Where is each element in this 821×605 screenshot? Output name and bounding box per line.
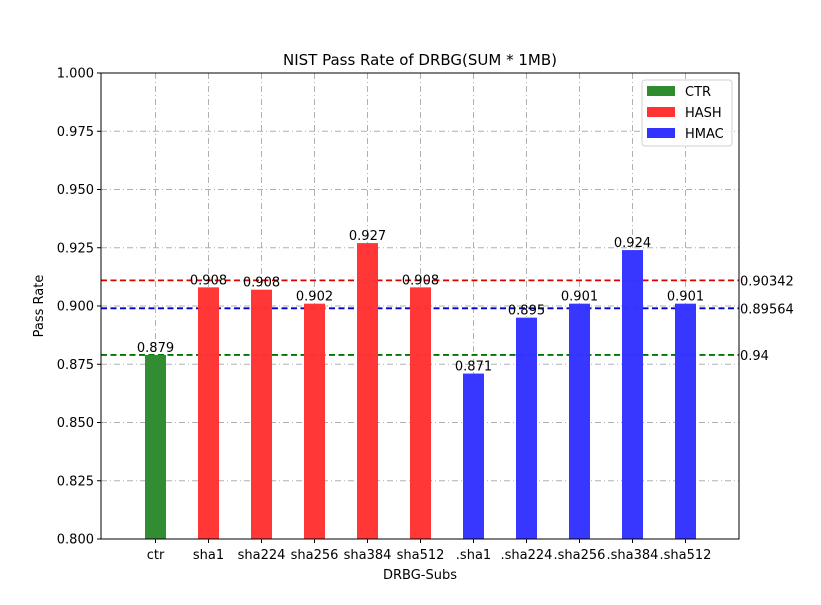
x-tick-label: sha1 xyxy=(193,548,224,563)
data-label: 0.901 xyxy=(667,290,704,305)
data-label: 0.871 xyxy=(455,360,492,375)
legend-swatch-hmac xyxy=(647,128,675,138)
x-axis-label: DRBG-Subs xyxy=(383,568,457,583)
bar-hmac xyxy=(516,317,537,539)
y-tick-label: 0.800 xyxy=(57,533,94,548)
y-tick-label: 0.850 xyxy=(57,416,94,431)
y-tick-label: 0.875 xyxy=(57,358,94,373)
legend-label-hmac: HMAC xyxy=(685,127,724,142)
data-label: 0.902 xyxy=(296,290,333,305)
legend-label-hash: HASH xyxy=(685,106,722,121)
y-tick-label: 0.900 xyxy=(57,300,94,315)
x-tick-label: sha512 xyxy=(397,548,445,563)
y-tick-label: 0.950 xyxy=(57,183,94,198)
data-label: 0.908 xyxy=(190,273,227,288)
x-tick-label: .sha256 xyxy=(554,548,606,563)
bar-hmac xyxy=(463,373,484,539)
x-tick-label: sha256 xyxy=(291,548,339,563)
bar-hash xyxy=(410,287,431,539)
data-label: 0.927 xyxy=(349,229,386,244)
bar-hmac xyxy=(675,303,696,539)
y-axis-label: Pass Rate xyxy=(32,275,47,338)
y-ticks: 0.800 0.825 0.850 0.875 0.900 0.925 0.950 0.975… xyxy=(57,67,101,548)
x-tick-label: sha384 xyxy=(344,548,392,563)
legend: CTR HASH HMAC xyxy=(641,79,733,147)
data-labels: 0.879 0.908 0.908 0.902 0.927 0.908 0.871 0.895… xyxy=(137,229,704,374)
legend-swatch-hash xyxy=(647,107,675,117)
data-label: 0.895 xyxy=(508,304,545,319)
bar-ctr xyxy=(145,354,166,539)
y-tick-label: 0.975 xyxy=(57,125,94,140)
data-label: 0.908 xyxy=(243,276,280,291)
y-tick-label: 1.000 xyxy=(57,67,94,82)
bar-hmac xyxy=(622,250,643,539)
y-tick-label: 0.925 xyxy=(57,241,94,256)
legend-swatch-ctr xyxy=(647,86,675,96)
bar-hash xyxy=(198,287,219,539)
x-ticks: ctr sha1 sha224 sha256 sha384 sha512 .sha1 .sha… xyxy=(147,539,712,563)
bar-hmac xyxy=(569,303,590,539)
x-tick-label: .sha1 xyxy=(456,548,491,563)
data-label: 0.924 xyxy=(614,236,651,251)
y-tick-label: 0.825 xyxy=(57,474,94,489)
x-tick-label: .sha384 xyxy=(607,548,659,563)
x-tick-label: .sha224 xyxy=(501,548,553,563)
x-tick-label: sha224 xyxy=(238,548,286,563)
chart-title: NIST Pass Rate of DRBG(SUM * 1MB) xyxy=(283,51,557,69)
data-label: 0.901 xyxy=(561,290,598,305)
x-tick-label: ctr xyxy=(147,548,165,563)
bar-hash xyxy=(304,303,325,539)
reference-line-label: 0.89564 xyxy=(740,302,794,317)
data-label: 0.908 xyxy=(402,273,439,288)
data-label: 0.879 xyxy=(137,341,174,356)
x-tick-label: .sha512 xyxy=(660,548,712,563)
reference-line-label: 0.94 xyxy=(740,349,769,364)
bar-hash xyxy=(357,243,378,539)
bars xyxy=(145,243,696,539)
legend-label-ctr: CTR xyxy=(685,85,711,100)
bar-hash xyxy=(251,289,272,539)
reference-line-label: 0.90342 xyxy=(740,274,794,289)
